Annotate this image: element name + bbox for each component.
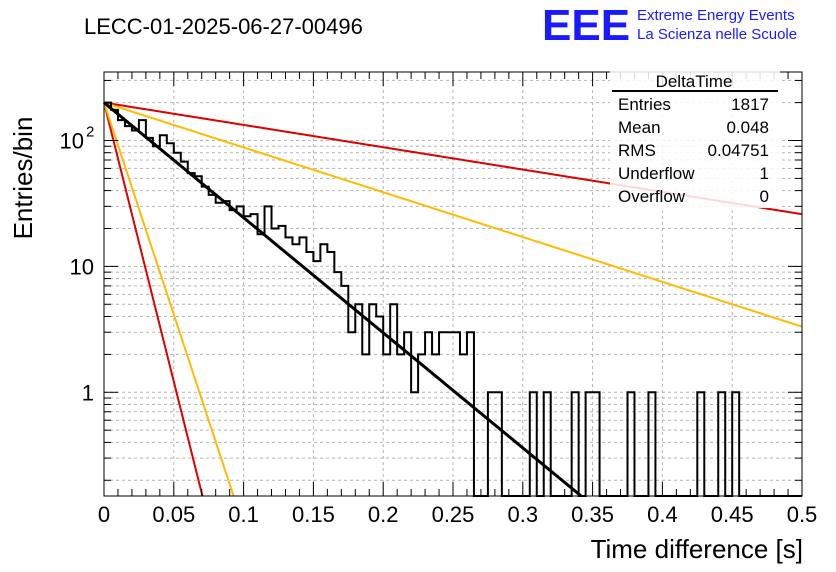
x-axis-title: Time difference [s] — [591, 534, 803, 564]
stats-underflow-value: 1 — [760, 164, 769, 183]
fit-curve — [103, 101, 583, 498]
logo-mark: EEE — [542, 1, 630, 50]
x-tick-label: 0.2 — [368, 502, 399, 527]
stats-entries-label: Entries — [618, 95, 671, 114]
fit-curve — [103, 101, 803, 328]
logo-line-1: Extreme Energy Events — [637, 7, 795, 24]
y-axis-title: Entries/bin — [8, 117, 38, 240]
stats-overflow-value: 0 — [760, 187, 769, 206]
y-tick-label-exponent: 2 — [86, 123, 94, 140]
chart-title: LECC-01-2025-06-27-00496 — [84, 14, 363, 39]
stats-underflow-label: Underflow — [618, 164, 695, 183]
y-tick-label: 10 — [60, 128, 84, 153]
x-tick-label: 0.35 — [571, 502, 614, 527]
histogram-outline — [104, 101, 802, 497]
y-tick-label: 10 — [70, 254, 94, 279]
stats-overflow-label: Overflow — [618, 187, 686, 206]
x-tick-label: 0.45 — [711, 502, 754, 527]
x-tick-label: 0.4 — [647, 502, 678, 527]
fit-curve — [103, 102, 204, 497]
histogram-bars — [104, 101, 802, 497]
stats-box-background — [610, 70, 780, 208]
stats-box: DeltaTime Entries 1817 Mean 0.048 RMS 0.… — [610, 70, 780, 208]
x-tick-label: 0.3 — [508, 502, 539, 527]
stats-rms-value: 0.04751 — [708, 141, 769, 160]
logo: EEE Extreme Energy Events La Scienza nel… — [542, 1, 797, 50]
stats-entries-value: 1817 — [731, 95, 769, 114]
x-tick-label: 0.1 — [228, 502, 259, 527]
stats-mean-label: Mean — [618, 118, 661, 137]
y-tick-label: 1 — [82, 380, 94, 405]
fit-curve — [103, 102, 235, 497]
x-tick-label: 0.5 — [787, 502, 818, 527]
x-tick-label: 0.15 — [292, 502, 335, 527]
stats-title: DeltaTime — [656, 72, 733, 91]
logo-line-2: La Scienza nelle Scuole — [637, 26, 797, 43]
x-tick-label: 0.05 — [152, 502, 195, 527]
x-tick-label: 0 — [98, 502, 110, 527]
stats-rms-label: RMS — [618, 141, 656, 160]
stats-mean-value: 0.048 — [726, 118, 769, 137]
x-tick-label: 0.25 — [432, 502, 475, 527]
